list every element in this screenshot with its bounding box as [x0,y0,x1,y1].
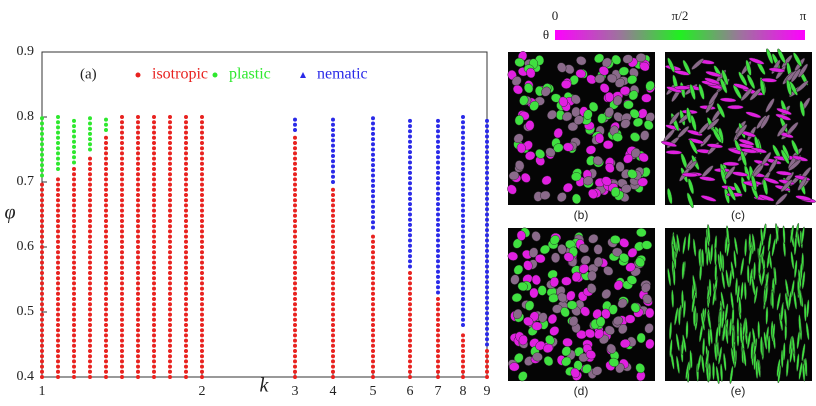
particle [623,100,633,109]
x-tick-label: 6 [407,384,414,399]
panel-label: (b) [574,208,589,222]
legend-marker [300,72,306,78]
legend-label: plastic [229,66,271,83]
x-tick-label: 4 [330,384,337,399]
particle [705,236,708,254]
y-tick-label: 0.4 [17,369,35,384]
particle [538,285,547,295]
figure: (a) k φ θ 0 π/2 π 0.4 0.5 0.6 0.7 0.8 0.9 1 2 3 4… [0,0,816,401]
particle [747,265,750,283]
particle [760,336,762,354]
particle [637,333,646,343]
particle [561,80,571,89]
particle [561,277,571,286]
particle [732,330,735,348]
particle [641,94,651,103]
y-tick-label: 0.6 [17,239,35,254]
particle [737,318,739,336]
colorbar-label: π/2 [672,8,689,23]
x-tick-label: 5 [370,384,377,399]
plot-frame [42,52,487,377]
colorbar-label: 0 [552,8,559,23]
x-tick-label: 2 [199,384,206,399]
y-tick-label: 0.9 [17,44,35,59]
x-tick-label: 7 [435,384,442,399]
colorbar-symbol: θ [543,27,549,42]
particle [551,253,560,263]
legend-marker [136,73,141,78]
colorbar-label: π [800,8,807,23]
y-tick-label: 0.8 [17,109,35,124]
particle [712,362,714,380]
particle [727,105,743,109]
particle [723,162,739,166]
legend-label: isotropic [152,66,208,83]
particle [714,248,716,266]
panel-label: (e) [731,384,746,398]
particle [757,321,760,339]
legend-label: nematic [317,66,368,83]
x-tick-label: 1 [39,384,46,399]
particle [525,120,534,130]
y-tick-label: 0.5 [17,304,35,319]
x-tick-label: 9 [484,384,491,399]
particle [610,235,620,244]
x-tick-label: 3 [292,384,299,399]
x-tick-label: 8 [460,384,467,399]
x-axis-label: k [260,375,270,397]
particle [693,309,696,327]
panel-label: (a) [80,66,97,82]
panel-label: (d) [574,384,589,398]
particle [673,268,676,286]
y-axis-label: φ [4,202,15,224]
particle [674,86,690,90]
particle [603,140,613,149]
particle [678,307,680,325]
particle [532,322,542,331]
legend-marker [213,73,218,78]
panel-label: (c) [731,208,745,222]
particle [509,363,519,372]
y-tick-label: 0.7 [17,174,35,189]
particle [625,315,635,324]
colorbar [555,30,805,40]
